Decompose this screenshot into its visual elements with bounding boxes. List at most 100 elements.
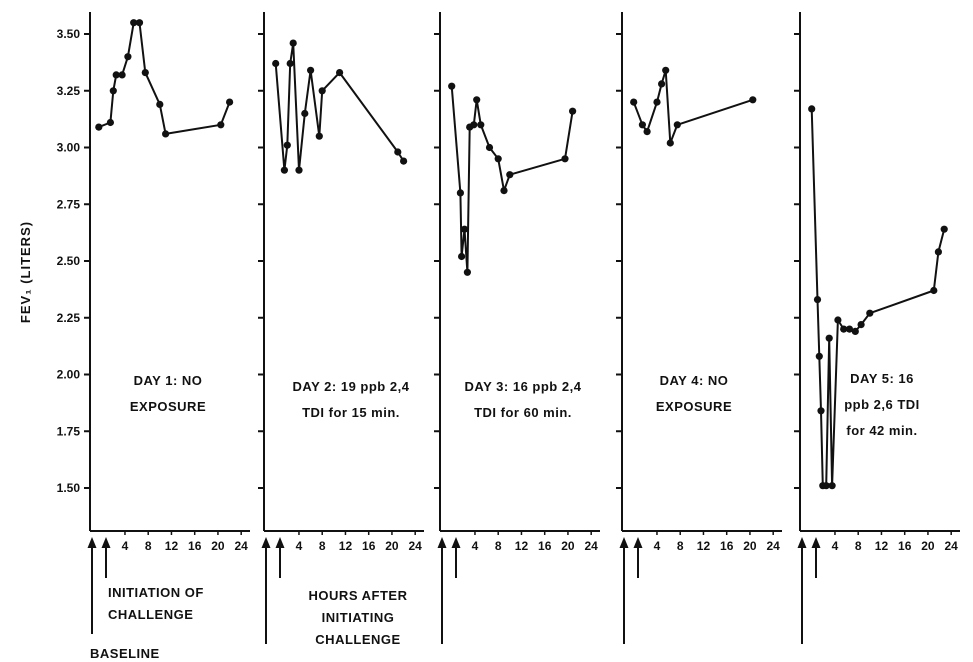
y-tick-label: 2.00 [57,368,81,382]
data-point [400,157,408,165]
y-axis-title: FEV₁ (LITERS) [18,221,33,323]
data-point [828,482,836,490]
x-tick-label: 16 [720,539,734,553]
series-line [98,21,231,135]
panel-day-3: 4 8 12 16 20 24 DAY 3: 16 ppb 2,4 TDI for 60 mi… [434,12,600,644]
panel-day-5: 4 8 12 16 20 24 DAY 5: 16 ppb 2,6 TDI for 42 min… [794,12,960,644]
baseline-arrow [619,537,629,644]
data-point [226,98,234,106]
data-point [561,155,569,163]
series-line [632,69,754,144]
panel-annotation: EXPOSURE [130,399,206,414]
x-tick-label: 20 [561,539,575,553]
x-tick-label: 24 [409,539,423,553]
x-tick-label: 24 [585,539,599,553]
baseline-arrow [261,537,271,644]
arrow-head [797,537,807,548]
data-point [500,187,508,195]
y-tick-label: 1.75 [57,424,81,438]
data-point [845,325,854,333]
series-line [450,86,574,274]
data-point [336,69,344,77]
data-point [124,53,132,61]
data-point [851,327,859,335]
data-point [141,69,149,77]
data-point [866,309,874,317]
challenge-arrow [633,537,643,578]
x-tick-label: 4 [832,539,839,553]
data-point [638,121,647,129]
x-tick-label: 20 [385,539,399,553]
data-point [930,286,938,295]
data-point [662,66,670,74]
x-tick-label: 4 [472,539,479,553]
data-point [494,155,502,163]
data-point [217,121,225,129]
data-point [630,98,638,106]
data-point [653,98,661,106]
x-tick-label: 12 [165,539,179,553]
data-point [272,59,280,68]
hours-after-note: HOURS AFTER [309,588,408,603]
data-point [834,316,842,324]
x-tick-label: 8 [319,539,326,553]
series-line [274,42,405,172]
data-point [658,80,666,88]
data-point [825,334,833,342]
data-point [749,96,757,104]
data-point [840,325,848,333]
data-point [460,225,469,233]
x-tick-label: 12 [515,539,529,553]
data-point [857,321,865,329]
panel-annotation: for 42 min. [846,423,917,438]
panel-annotation: DAY 3: 16 ppb 2,4 [465,379,582,394]
x-tick-label: 8 [495,539,502,553]
arrow-head [87,537,97,548]
arrow-head [451,537,461,548]
hours-after-note: INITIATING [322,610,395,625]
panel-annotation: DAY 4: NO [660,373,729,388]
y-tick-label: 3.00 [57,141,81,155]
data-point [485,143,494,152]
panel-annotation: DAY 5: 16 [850,371,914,386]
data-point [307,66,315,74]
data-point [156,100,164,108]
data-point [286,59,294,68]
x-tick-label: 24 [235,539,249,553]
arrow-head [633,537,643,548]
data-point [470,121,478,129]
panel-day-2: 4 8 12 16 20 24 DAY 2: 19 ppb 2,4 TDI for 15 mi… [258,12,424,644]
arrow-head [261,537,271,548]
data-point [394,148,402,156]
data-point [315,132,323,140]
panels-layer: 1.50 1.75 2.00 2.25 2.50 2.75 3.00 3.25 3.50 4 8 12… [57,12,960,644]
baseline-arrow [87,537,97,634]
y-tick-label: 2.50 [57,254,81,268]
x-tick-label: 8 [855,539,862,553]
x-tick-label: 20 [921,539,935,553]
data-point [295,166,303,174]
data-point [463,268,471,276]
panel-annotation: ppb 2,6 TDI [844,397,920,412]
x-tick-label: 8 [677,539,684,553]
x-tick-label: 4 [296,539,303,553]
data-point [318,87,326,95]
challenge-arrow [811,537,821,578]
data-point [448,82,456,90]
challenge-arrow [101,537,111,578]
initiation-note: INITIATION OF [108,585,204,600]
panel-annotation: TDI for 60 min. [474,405,572,420]
y-tick-label: 3.50 [57,27,81,41]
data-point [673,121,681,129]
data-point [473,96,481,104]
challenge-arrow [275,537,285,578]
x-tick-label: 16 [898,539,912,553]
data-point [817,407,825,415]
data-point [112,71,120,79]
data-point [106,118,114,127]
y-tick-label: 3.25 [57,84,81,98]
data-point [301,109,309,118]
panel-day-1: 1.50 1.75 2.00 2.25 2.50 2.75 3.00 3.25 3.50 4 8 12… [57,12,250,634]
data-point [666,139,674,147]
